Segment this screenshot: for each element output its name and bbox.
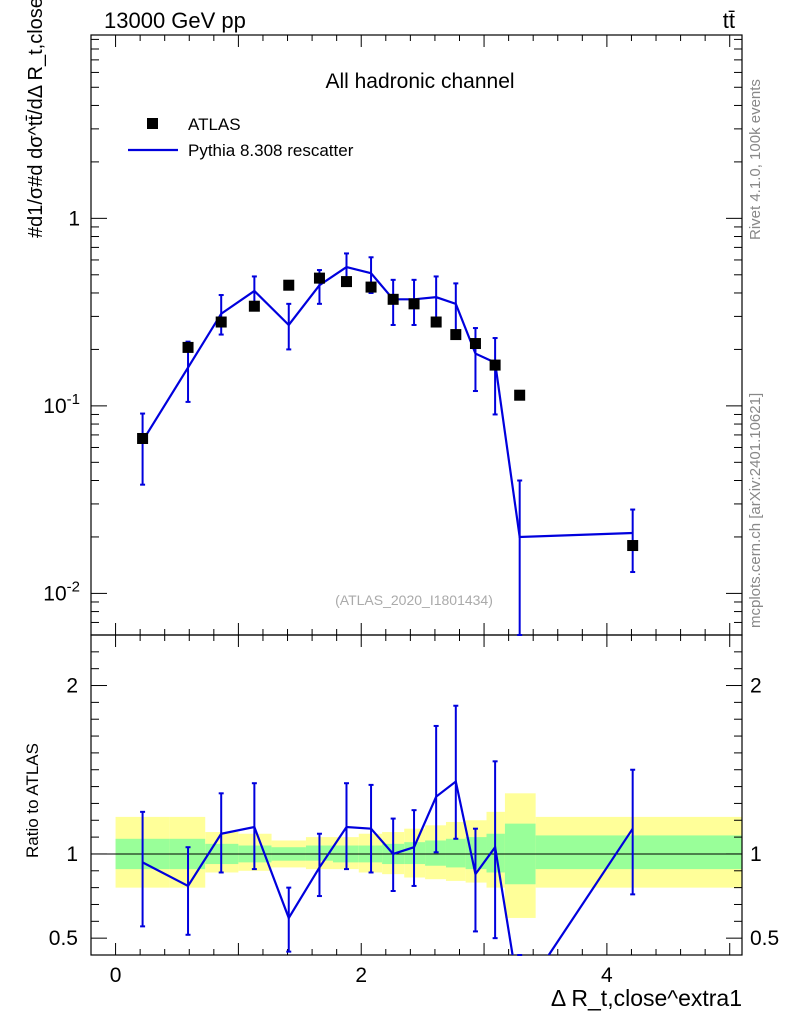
x-tick-label: 4 bbox=[601, 964, 613, 987]
ratio-plot-frame bbox=[90, 634, 743, 956]
ratio-y-tick-label-right: 1 bbox=[750, 843, 762, 866]
atlas-data-point bbox=[215, 316, 227, 328]
ratio-y-tick-label-left: 1 bbox=[66, 843, 78, 866]
y-tick-label: 10-2 bbox=[43, 578, 80, 605]
x-tick-label: 2 bbox=[355, 964, 367, 987]
process-label: tt̄ bbox=[723, 8, 735, 33]
ratio-y-tick-label-right: 2 bbox=[750, 675, 762, 698]
atlas-data-point bbox=[365, 281, 377, 293]
mc-series-line bbox=[141, 265, 633, 539]
x-axis-title: Δ R_t,close^extra1 bbox=[551, 985, 742, 1011]
atlas-data-point bbox=[627, 540, 639, 552]
ratio-series-line bbox=[142, 779, 634, 955]
ratio-y-axis-title: Ratio to ATLAS bbox=[23, 743, 42, 858]
ratio-y-tick-label-left: 2 bbox=[66, 675, 78, 698]
atlas-data-point bbox=[313, 272, 325, 284]
x-tick-label: 0 bbox=[110, 964, 122, 987]
atlas-data-point bbox=[283, 279, 295, 291]
atlas-data-point bbox=[137, 432, 149, 444]
legend-mc-label: Pythia 8.308 rescatter bbox=[188, 141, 354, 160]
atlas-data-point bbox=[450, 329, 462, 341]
atlas-data-point bbox=[430, 316, 442, 328]
ratio-y-tick-label-right: 0.5 bbox=[750, 927, 779, 950]
atlas-data-point bbox=[340, 276, 352, 288]
legend-data-marker bbox=[147, 118, 158, 129]
mcplots-label: mcplots.cern.ch [arXiv:2401.10621] bbox=[747, 393, 764, 628]
y-tick-label: 10-1 bbox=[43, 391, 80, 418]
legend-data-label: ATLAS bbox=[188, 115, 241, 134]
atlas-data-point bbox=[489, 359, 501, 371]
energy-label: 13000 GeV pp bbox=[104, 8, 246, 33]
atlas-data-point bbox=[408, 298, 420, 310]
ratio-y-tick-label-left: 0.5 bbox=[49, 927, 78, 950]
y-axis-title: #d1/σ#d dσ^tt̄/dΔ R_t,close^extra1 bbox=[25, 0, 47, 238]
rivet-version-label: Rivet 4.1.0, 100k events bbox=[747, 79, 764, 240]
ratio-band-inner-15 bbox=[535, 835, 742, 870]
y-tick-label: 1 bbox=[68, 207, 80, 230]
ratio-band-inner-11 bbox=[445, 838, 466, 868]
atlas-data-point bbox=[182, 341, 194, 353]
atlas-data-point bbox=[469, 338, 481, 350]
atlas-data-point bbox=[514, 389, 526, 401]
plot-title: All hadronic channel bbox=[325, 70, 514, 93]
analysis-id: (ATLAS_2020_I1801434) bbox=[335, 592, 493, 608]
atlas-data-point bbox=[387, 293, 399, 305]
atlas-data-point bbox=[248, 300, 260, 312]
